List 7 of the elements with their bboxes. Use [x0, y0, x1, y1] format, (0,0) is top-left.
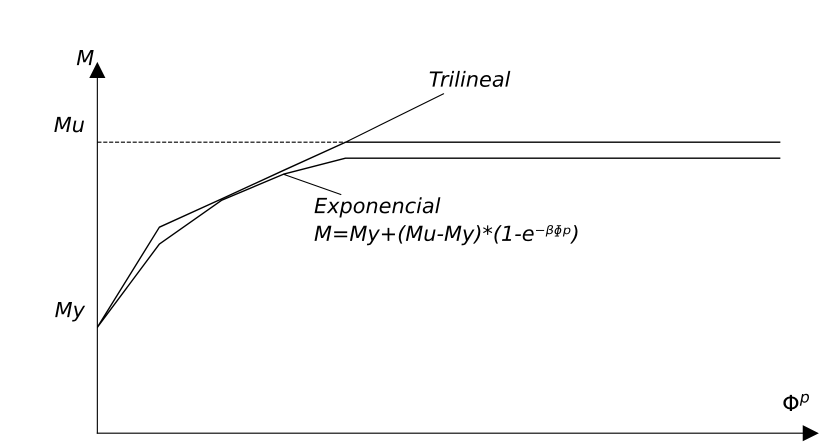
x-axis-title: Φ$^{p}$ — [783, 394, 810, 412]
text: My — [55, 302, 86, 322]
y-axis-title: M — [76, 50, 94, 66]
ref-line-label: Mu — [54, 116, 84, 132]
text: Trilineal — [430, 70, 510, 87]
legend-label: Exponencial — [314, 197, 440, 218]
annotation: M=My+(Mu-My)*(1-e⁻ᵝᶲᵖ) — [314, 225, 578, 246]
